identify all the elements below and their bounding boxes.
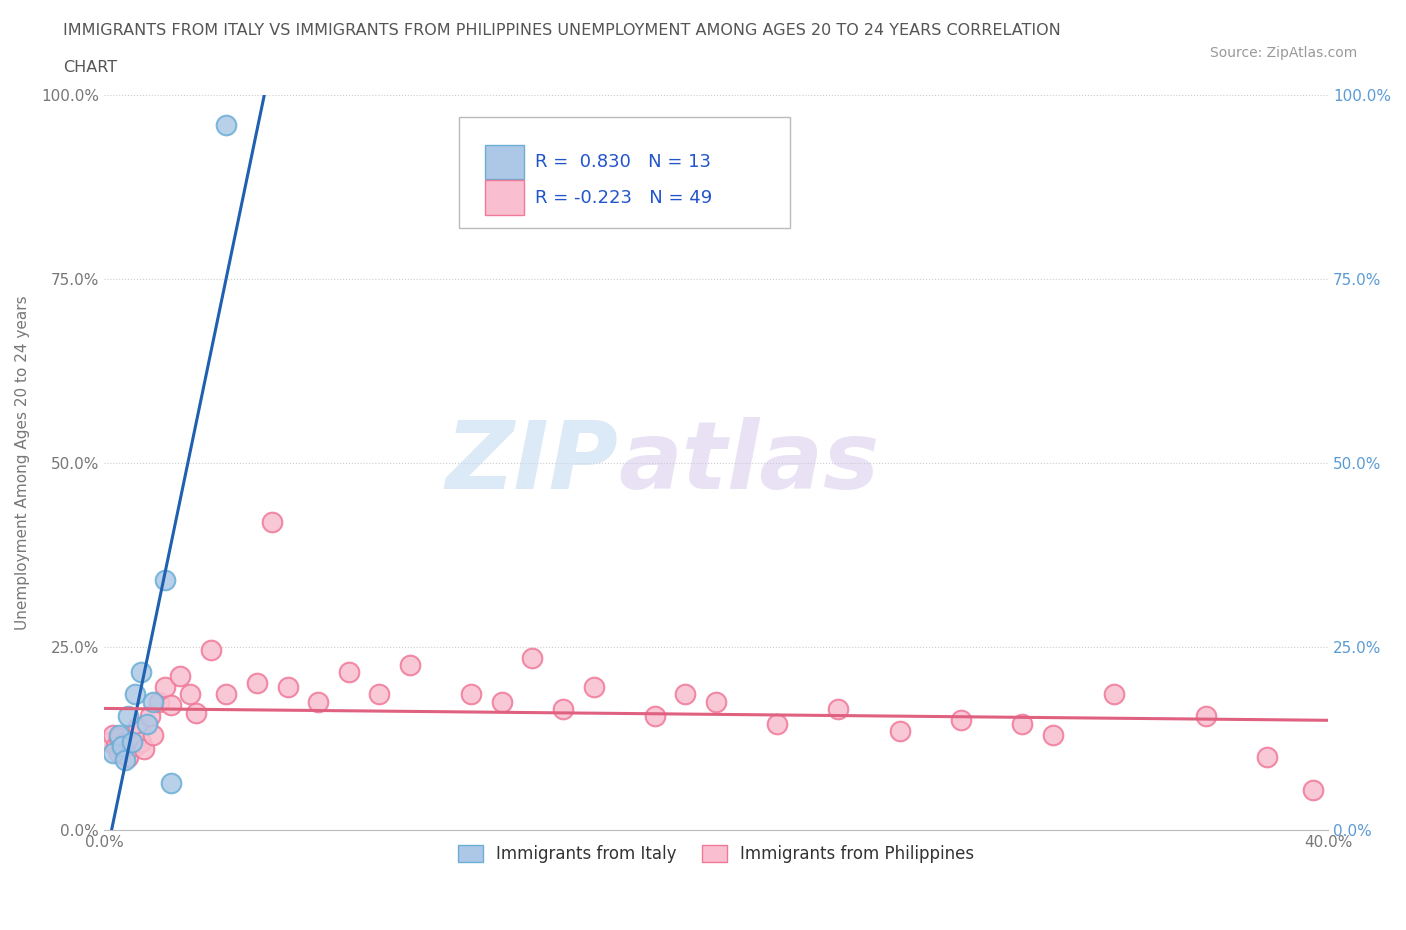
Point	[142, 694, 165, 709]
FancyBboxPatch shape	[485, 145, 524, 179]
Point	[582, 680, 605, 695]
Point	[1102, 687, 1125, 702]
Point	[114, 753, 136, 768]
Point	[98, 735, 121, 750]
Point	[307, 694, 329, 709]
Point	[522, 650, 544, 665]
Point	[889, 724, 911, 738]
Point	[262, 514, 284, 529]
Point	[766, 716, 789, 731]
Point	[160, 698, 183, 712]
Text: Source: ZipAtlas.com: Source: ZipAtlas.com	[1209, 46, 1357, 60]
Point	[337, 665, 360, 680]
Point	[399, 658, 422, 672]
Point	[246, 676, 269, 691]
Y-axis label: Unemployment Among Ages 20 to 24 years: Unemployment Among Ages 20 to 24 years	[15, 296, 30, 631]
Point	[148, 694, 170, 709]
Point	[827, 701, 849, 716]
Point	[142, 727, 165, 742]
Point	[117, 750, 139, 764]
Point	[124, 738, 146, 753]
Point	[1042, 727, 1064, 742]
Text: CHART: CHART	[63, 60, 117, 75]
Point	[117, 709, 139, 724]
Text: R = -0.223   N = 49: R = -0.223 N = 49	[534, 189, 711, 206]
Point	[644, 709, 666, 724]
Point	[105, 738, 128, 753]
Point	[121, 735, 143, 750]
Point	[111, 738, 134, 753]
Point	[160, 775, 183, 790]
Point	[215, 117, 238, 132]
Point	[101, 727, 124, 742]
Point	[1302, 782, 1324, 797]
Point	[551, 701, 574, 716]
Point	[108, 727, 131, 742]
Text: IMMIGRANTS FROM ITALY VS IMMIGRANTS FROM PHILIPPINES UNEMPLOYMENT AMONG AGES 20 : IMMIGRANTS FROM ITALY VS IMMIGRANTS FROM…	[63, 23, 1062, 38]
Point	[1011, 716, 1033, 731]
Legend: Immigrants from Italy, Immigrants from Philippines: Immigrants from Italy, Immigrants from P…	[451, 838, 981, 870]
Point	[111, 742, 134, 757]
Point	[491, 694, 513, 709]
Point	[200, 643, 222, 658]
Point	[460, 687, 482, 702]
Point	[184, 705, 207, 720]
Point	[153, 573, 176, 588]
Point	[949, 712, 972, 727]
Point	[215, 687, 238, 702]
Point	[101, 746, 124, 761]
Point	[108, 746, 131, 761]
Point	[368, 687, 391, 702]
Point	[121, 727, 143, 742]
Point	[124, 687, 146, 702]
Point	[1256, 750, 1278, 764]
FancyBboxPatch shape	[485, 180, 524, 215]
Point	[129, 665, 152, 680]
Point	[153, 680, 176, 695]
Point	[675, 687, 697, 702]
Point	[108, 731, 131, 746]
Point	[135, 716, 157, 731]
Point	[179, 687, 201, 702]
Point	[132, 742, 155, 757]
Point	[1195, 709, 1218, 724]
Point	[114, 735, 136, 750]
Point	[704, 694, 727, 709]
Point	[129, 735, 152, 750]
Point	[139, 709, 162, 724]
FancyBboxPatch shape	[458, 117, 790, 228]
Point	[277, 680, 299, 695]
Point	[114, 738, 136, 753]
Text: R =  0.830   N = 13: R = 0.830 N = 13	[534, 153, 711, 171]
Point	[127, 720, 149, 735]
Point	[169, 669, 191, 684]
Text: ZIP: ZIP	[446, 417, 619, 509]
Text: atlas: atlas	[619, 417, 879, 509]
